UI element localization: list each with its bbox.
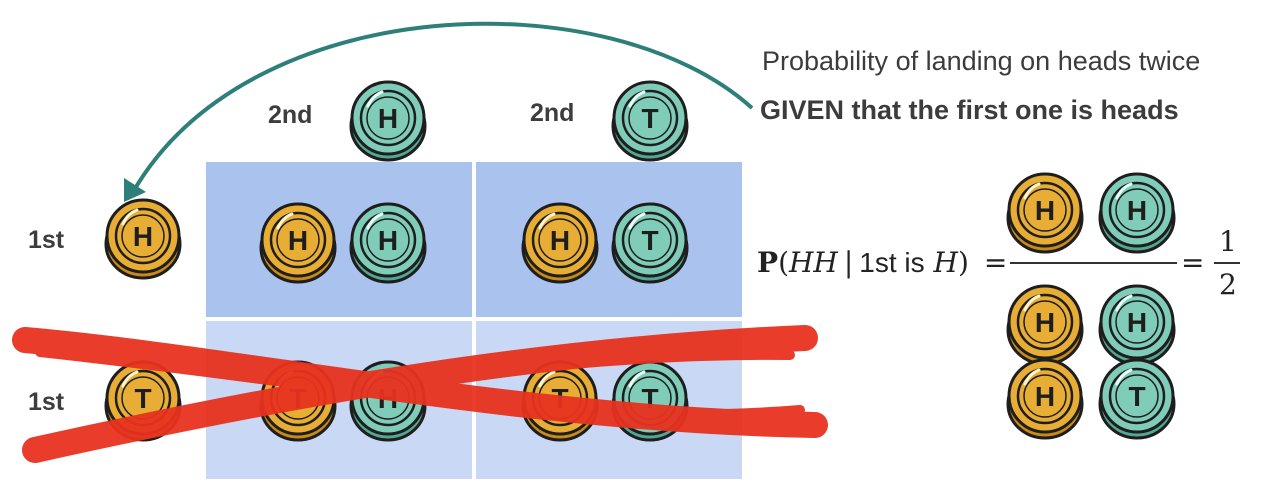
grid-cell-ht	[476, 162, 742, 317]
caption-line-1: Probability of landing on heads twice	[762, 46, 1201, 76]
numerator-coin-1-icon: H	[1005, 170, 1085, 254]
cell-coin-second-icon-letter: H	[378, 225, 398, 256]
cell-coin-first-icon-letter: H	[288, 225, 308, 256]
cell-coin-first-icon: H	[520, 200, 600, 284]
row-header-coin-h-icon: H	[103, 196, 183, 280]
column-header-coin-h-icon-letter: H	[378, 103, 398, 134]
result-numerator: 1	[1219, 225, 1237, 258]
paren-open: (	[778, 246, 789, 279]
condition-text: 1st is	[859, 247, 925, 278]
denominator-coin-2-icon: H	[1097, 282, 1177, 366]
given-bar: |	[843, 246, 854, 279]
column-header-coin-h-icon: H	[348, 78, 428, 162]
denominator-coin-1-icon: H	[1005, 282, 1085, 366]
fraction-line	[1010, 262, 1177, 264]
denominator-coin-2-icon-letter: H	[1127, 307, 1147, 338]
denominator-coin-4-icon-letter: T	[1128, 381, 1145, 412]
event-text: HH	[789, 246, 838, 279]
equals-sign: =	[983, 246, 1008, 279]
numerator-coin-1-icon-letter: H	[1035, 195, 1055, 226]
row-header-label-1: 1st	[28, 226, 65, 254]
result-denominator: 2	[1219, 268, 1237, 301]
denominator-coin-3-icon-letter: H	[1035, 381, 1055, 412]
row-header-label-2: 1st	[28, 388, 65, 416]
row-header-coin-t-icon: T	[103, 358, 183, 442]
column-header-label-2: 2nd	[530, 99, 575, 127]
column-header-coin-t-icon-letter: T	[641, 103, 658, 134]
denominator-coin-4-icon: T	[1097, 356, 1177, 440]
formula-lhs: P(HH | 1st is H) =	[757, 246, 1007, 279]
column-header-label-1: 2nd	[268, 101, 313, 129]
cell-coin-first-icon: H	[258, 200, 338, 284]
result-fraction-line	[1214, 262, 1240, 264]
equals-sign-2: =	[1181, 246, 1205, 279]
cell-coin-second-icon: T	[610, 200, 690, 284]
numerator-coin-2-icon-letter: H	[1127, 195, 1147, 226]
condition-variable: H	[933, 246, 958, 279]
cell-coin-second-icon-letter: T	[641, 225, 658, 256]
denominator-coin-1-icon-letter: H	[1035, 307, 1055, 338]
probability-symbol: P	[757, 246, 779, 279]
row-header-coin-h-icon-letter: H	[133, 221, 153, 252]
cell-coin-second-icon: H	[348, 200, 428, 284]
cell-coin-first-icon-letter: H	[550, 225, 570, 256]
row-header-coin-t-icon-letter: T	[134, 383, 151, 414]
grid-cell-hh	[206, 162, 472, 317]
caption-line-2: GIVEN that the first one is heads	[760, 95, 1179, 125]
denominator-coin-3-icon: H	[1005, 356, 1085, 440]
numerator-coin-2-icon: H	[1097, 170, 1177, 254]
arrow-head-icon	[124, 178, 146, 202]
paren-close: )	[957, 246, 969, 279]
column-header-coin-t-icon: T	[610, 78, 690, 162]
